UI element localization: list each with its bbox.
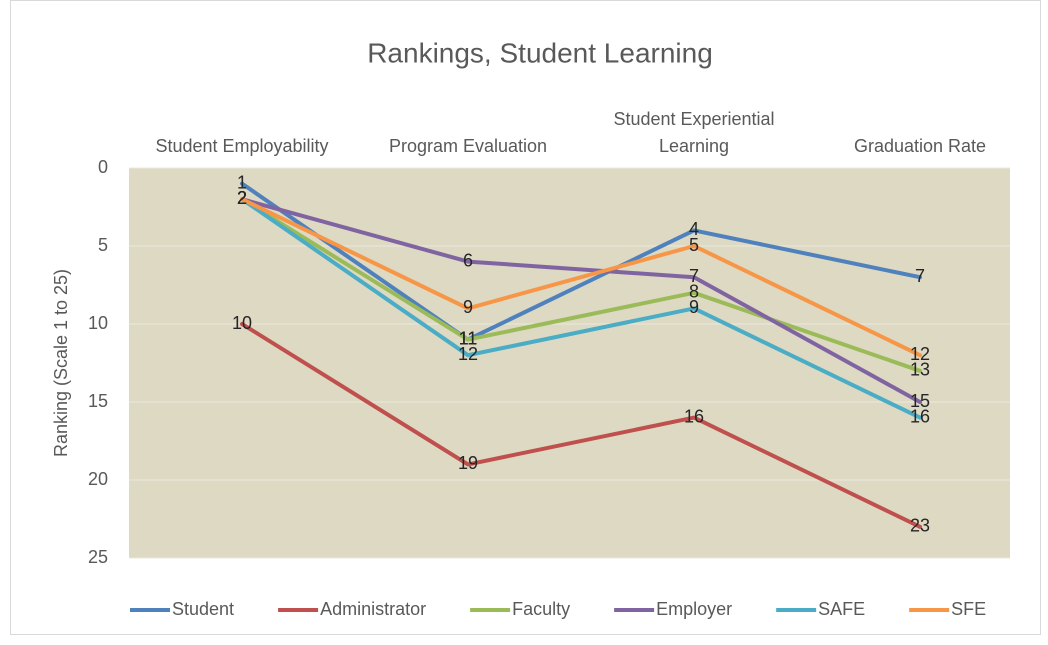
data-label: 7 <box>915 266 925 286</box>
plot-area <box>129 168 1010 558</box>
legend-label: SAFE <box>818 599 865 619</box>
data-label: 19 <box>458 453 478 473</box>
x-tick-label: Graduation Rate <box>853 136 987 156</box>
chart-title: Rankings, Student Learning <box>367 37 713 68</box>
y-tick-label: 20 <box>88 469 108 489</box>
data-label: 16 <box>910 406 930 426</box>
data-label: 1 <box>237 172 247 192</box>
data-label: 2 <box>237 188 247 208</box>
data-label: 2 <box>237 188 247 208</box>
legend-label: Administrator <box>320 599 426 619</box>
data-label: 15 <box>910 391 930 411</box>
line-series <box>240 181 922 342</box>
data-label: 13 <box>910 360 930 380</box>
line-series <box>240 197 922 420</box>
y-tick-label: 15 <box>88 391 108 411</box>
data-label: 8 <box>689 282 699 302</box>
data-label: 2 <box>237 188 247 208</box>
data-label: 6 <box>463 250 473 270</box>
legend-label: Faculty <box>512 599 570 619</box>
data-label: 12 <box>910 344 930 364</box>
data-label: 4 <box>689 219 699 239</box>
data-label: 9 <box>689 297 699 317</box>
x-tick-label: Student Experiential Learning <box>613 109 775 156</box>
data-label: 10 <box>232 313 252 333</box>
y-tick-label: 25 <box>88 547 108 567</box>
y-tick-label: 5 <box>98 235 108 255</box>
data-label: 9 <box>463 297 473 317</box>
line-series <box>240 197 922 373</box>
data-label: 11 <box>459 328 478 348</box>
line-series <box>240 322 922 529</box>
data-label: 23 <box>910 516 930 536</box>
data-label: 11 <box>459 328 478 348</box>
line-series <box>240 197 922 404</box>
data-label: 12 <box>458 344 478 364</box>
x-tick-label: Student Employability <box>155 136 329 156</box>
legend-label: Employer <box>656 599 732 619</box>
data-label: 7 <box>689 266 699 286</box>
line-series <box>240 197 922 358</box>
y-tick-label: 10 <box>88 313 108 333</box>
data-label: 2 <box>237 188 247 208</box>
y-tick-label: 0 <box>98 157 108 177</box>
data-label: 5 <box>689 235 699 255</box>
legend-label: SFE <box>951 599 986 619</box>
data-label: 16 <box>684 406 704 426</box>
legend-label: Student <box>172 599 234 619</box>
x-tick-label: Program Evaluation <box>388 136 548 156</box>
y-axis-label: Ranking (Scale 1 to 25) <box>51 269 71 457</box>
